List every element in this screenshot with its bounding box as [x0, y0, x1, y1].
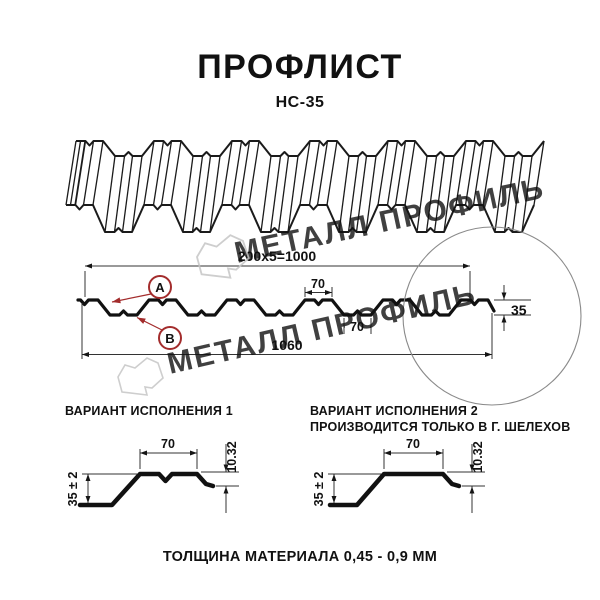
marker-b-circle: [158, 326, 182, 350]
watermark-text-lower: МЕТАЛЛ ПРОФИЛЬ: [164, 278, 480, 381]
dim-rib-bottom-label: 70: [350, 320, 364, 334]
section-profile-line: [76, 298, 496, 317]
detail-circle: [402, 226, 582, 406]
thickness-note: ТОЛЩИНА МАТЕРИАЛА 0,45 - 0,9 ММ: [162, 549, 438, 565]
variant1-dim-height: 35 ± 2: [66, 472, 80, 507]
dim-rib-top-label: 70: [311, 277, 325, 291]
dim-total-top-label: 200x5=1000: [238, 248, 316, 264]
variant2-profile-line: [327, 471, 462, 508]
dim-total-top: [84, 263, 471, 298]
marker-a-leader: [111, 293, 152, 304]
dim-overall-width: [81, 303, 493, 359]
variant2-dims: [328, 444, 485, 513]
watermark-layer: МЕТАЛЛ ПРОФИЛЬ МЕТАЛЛ ПРОФИЛЬ: [117, 172, 548, 396]
marker-a: A: [111, 275, 172, 304]
variant2-heading-line1: ВАРИАНТ ИСПОЛНЕНИЯ 2: [310, 404, 478, 418]
variant2-heading: ВАРИАНТ ИСПОЛНЕНИЯ 2 ПРОИЗВОДИТСЯ ТОЛЬКО…: [310, 403, 570, 435]
dim-label-backplate: [345, 320, 370, 333]
marker-a-letter: A: [155, 280, 165, 295]
variant1-profile-line: [77, 471, 216, 508]
marker-b-letter: B: [165, 331, 174, 346]
profile-model-subtitle: НС-35: [275, 94, 325, 111]
variant1-dims: [82, 444, 239, 513]
marker-a-circle: [148, 275, 172, 299]
variant2-drawing: 70 10.32 35 ± 2: [312, 437, 485, 513]
variant2-dim-height: 35 ± 2: [312, 472, 326, 507]
dim-rib-top: [304, 287, 333, 297]
variant1-heading: ВАРИАНТ ИСПОЛНЕНИЯ 1: [65, 403, 233, 419]
variant1-dim-step: 10.32: [225, 441, 239, 472]
variant2-heading-line2: ПРОИЗВОДИТСЯ ТОЛЬКО В Г. ШЕЛЕХОВ: [310, 420, 571, 434]
dim-height: [494, 285, 531, 331]
marker-b-leader: [136, 316, 163, 331]
watermark-logo-icon: [117, 357, 164, 396]
variant2-dim-top-width: 70: [406, 437, 420, 451]
variant1-heading-text: ВАРИАНТ ИСПОЛНЕНИЯ 1: [65, 404, 233, 418]
page-title: ПРОФЛИСТ: [197, 48, 403, 86]
variant1-drawing: 70 10.32 35 ± 2: [66, 437, 239, 513]
dim-overall-width-label: 1060: [271, 337, 302, 353]
marker-b: B: [136, 316, 182, 350]
variant2-dim-step: 10.32: [471, 441, 485, 472]
variant1-dim-top-width: 70: [161, 437, 175, 451]
dim-height-label: 35: [511, 302, 527, 318]
cross-section-view: 200x5=1000 70 70 1060: [76, 226, 582, 406]
sheet-3d-view: [65, 140, 545, 233]
watermark-text-upper: МЕТАЛЛ ПРОФИЛЬ: [232, 172, 548, 270]
